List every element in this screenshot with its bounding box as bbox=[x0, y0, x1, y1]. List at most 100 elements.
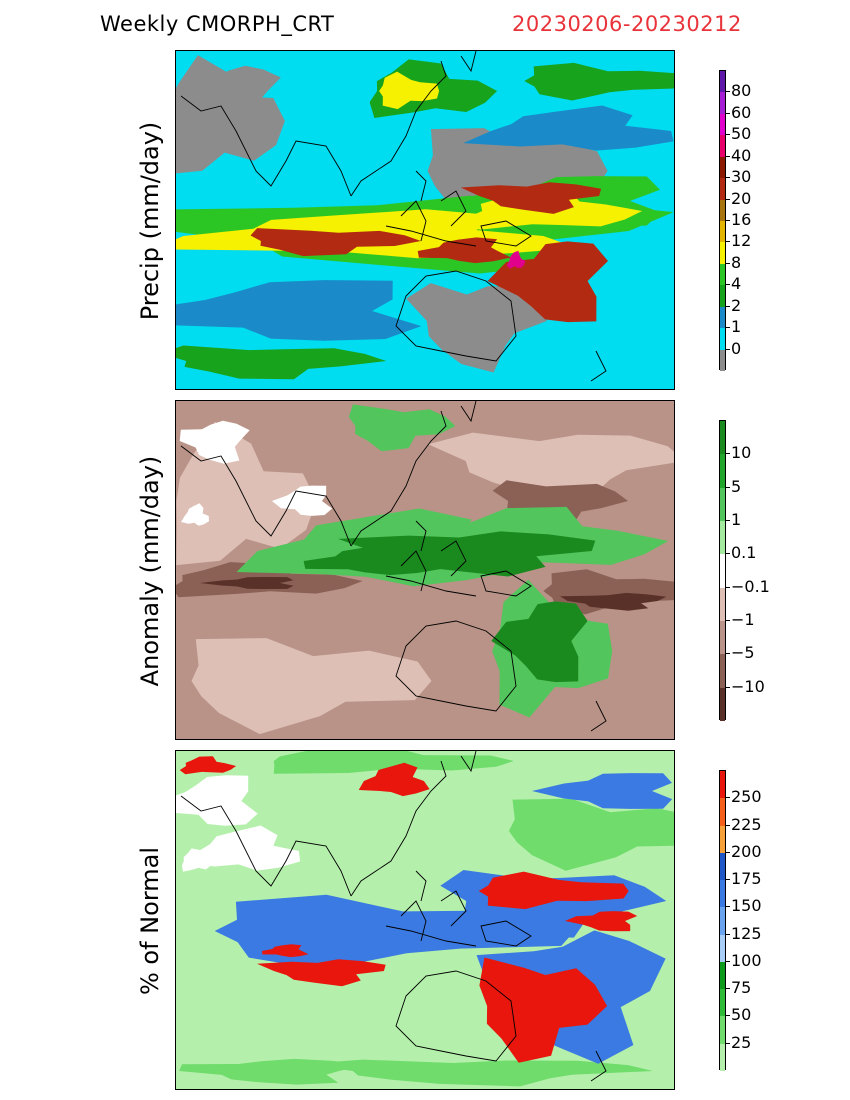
colorbar-tick-mark bbox=[726, 220, 730, 221]
coastline bbox=[415, 520, 427, 552]
colorbar-swatch bbox=[720, 263, 725, 286]
colorbar-swatch bbox=[720, 852, 725, 881]
colorbar-tick-label: 4 bbox=[731, 274, 742, 294]
colorbar-tick-mark bbox=[726, 620, 730, 621]
precip-colorbar bbox=[719, 70, 726, 372]
colorbar-tick-label: 1 bbox=[731, 510, 742, 529]
colorbar-tick-label: 12 bbox=[731, 231, 752, 251]
colorbar-tick-label: 250 bbox=[731, 787, 762, 807]
coastline bbox=[350, 60, 447, 197]
colorbar-tick-label: 50 bbox=[731, 124, 752, 144]
colorbar-tick-label: 80 bbox=[731, 81, 752, 101]
colorbar-swatch bbox=[720, 454, 725, 489]
colorbar-tick-mark bbox=[726, 453, 730, 455]
colorbar-swatch bbox=[720, 654, 725, 689]
colorbar-tick-label: −1 bbox=[731, 610, 755, 629]
colorbar-swatch bbox=[720, 113, 725, 136]
colorbar-tick-label: 1 bbox=[731, 317, 742, 337]
colorbar-swatch bbox=[720, 621, 725, 655]
chart-title: Weekly CMORPH_CRT bbox=[100, 12, 335, 36]
colorbar-tick-mark bbox=[726, 348, 730, 350]
anomaly-colorbar bbox=[719, 420, 726, 722]
colorbar-swatch bbox=[720, 328, 725, 351]
colorbar-tick-label: 0 bbox=[731, 338, 742, 358]
coastline bbox=[180, 95, 352, 197]
coastline bbox=[400, 900, 427, 942]
colorbar-tick-mark bbox=[726, 305, 730, 307]
colorbar-tick-mark bbox=[726, 112, 730, 114]
precip-ylabel: Precip (mm/day) bbox=[136, 121, 164, 321]
coastline bbox=[460, 401, 477, 423]
map-field bbox=[176, 401, 674, 739]
colorbar-swatch bbox=[720, 587, 725, 622]
colorbar-swatch bbox=[720, 798, 725, 827]
coastline bbox=[385, 225, 477, 247]
coastline bbox=[460, 751, 477, 773]
colorbar-tick-mark bbox=[726, 933, 730, 935]
colorbar-tick-mark bbox=[726, 906, 730, 908]
colorbar-tick-mark bbox=[726, 686, 730, 688]
coastline bbox=[415, 170, 427, 202]
colorbar-tick-label: 125 bbox=[731, 923, 762, 943]
coastline bbox=[480, 920, 532, 947]
colorbar-tick-label: 16 bbox=[731, 210, 752, 229]
colorbar-tick-label: 150 bbox=[731, 896, 762, 916]
colorbar-tick-label: 20 bbox=[731, 188, 752, 208]
colorbar-tick-mark bbox=[726, 520, 730, 521]
coastline bbox=[440, 540, 467, 577]
colorbar-tick-label: 0.1 bbox=[731, 543, 757, 563]
colorbar-tick-label: 5 bbox=[731, 476, 742, 496]
colorbar-tick-mark bbox=[726, 824, 730, 826]
colorbar-swatch bbox=[720, 934, 725, 963]
colorbar-swatch bbox=[720, 242, 725, 265]
coastline bbox=[440, 190, 467, 227]
percent-map bbox=[175, 750, 675, 1090]
colorbar-tick-mark bbox=[726, 241, 730, 243]
coastline bbox=[400, 200, 427, 242]
coastline bbox=[415, 870, 427, 902]
colorbar-tick-label: 8 bbox=[731, 252, 742, 272]
coastline bbox=[440, 890, 467, 927]
colorbar-tick-mark bbox=[726, 284, 730, 286]
colorbar-tick-mark bbox=[726, 327, 730, 329]
coastline bbox=[480, 570, 532, 597]
colorbar-tick-mark bbox=[726, 851, 730, 853]
colorbar-swatch bbox=[720, 880, 725, 908]
colorbar-swatch bbox=[720, 199, 725, 222]
colorbar-tick-mark bbox=[726, 553, 730, 555]
colorbar-tick-mark bbox=[726, 586, 730, 588]
colorbar-swatch bbox=[720, 221, 725, 243]
colorbar-swatch bbox=[720, 771, 725, 799]
colorbar-tick-mark bbox=[726, 262, 730, 264]
coastline bbox=[180, 795, 352, 897]
colorbar-tick-label: −10 bbox=[731, 676, 765, 696]
colorbar-tick-mark bbox=[726, 960, 730, 962]
coastline bbox=[480, 220, 532, 247]
colorbar-swatch bbox=[720, 1043, 725, 1072]
colorbar-swatch bbox=[720, 825, 725, 854]
anomaly-ylabel: Anomaly (mm/day) bbox=[136, 455, 164, 687]
colorbar-tick-label: −0.1 bbox=[731, 576, 770, 596]
coastline bbox=[590, 1050, 607, 1082]
colorbar-tick-label: 175 bbox=[731, 869, 762, 889]
colorbar-tick-mark bbox=[726, 988, 730, 990]
colorbar-tick-mark bbox=[726, 155, 730, 157]
colorbar-tick-label: 75 bbox=[731, 978, 752, 998]
colorbar-tick-label: 25 bbox=[731, 1032, 752, 1052]
colorbar-swatch bbox=[720, 687, 725, 722]
colorbar-tick-mark bbox=[726, 797, 730, 799]
colorbar-tick-label: 2 bbox=[731, 295, 742, 315]
colorbar-tick-label: −5 bbox=[731, 643, 755, 663]
coastline bbox=[590, 700, 607, 732]
colorbar-swatch bbox=[720, 92, 725, 115]
coastline bbox=[590, 350, 607, 382]
colorbar-swatch bbox=[720, 421, 725, 455]
colorbar-tick-mark bbox=[726, 653, 730, 655]
coastline bbox=[395, 970, 517, 1062]
precip-map bbox=[175, 50, 675, 390]
colorbar-tick-mark bbox=[726, 1015, 730, 1017]
colorbar-tick-mark bbox=[726, 134, 730, 136]
colorbar-tick-mark bbox=[726, 198, 730, 200]
colorbar-tick-label: 200 bbox=[731, 841, 762, 861]
colorbar-swatch bbox=[720, 306, 725, 329]
